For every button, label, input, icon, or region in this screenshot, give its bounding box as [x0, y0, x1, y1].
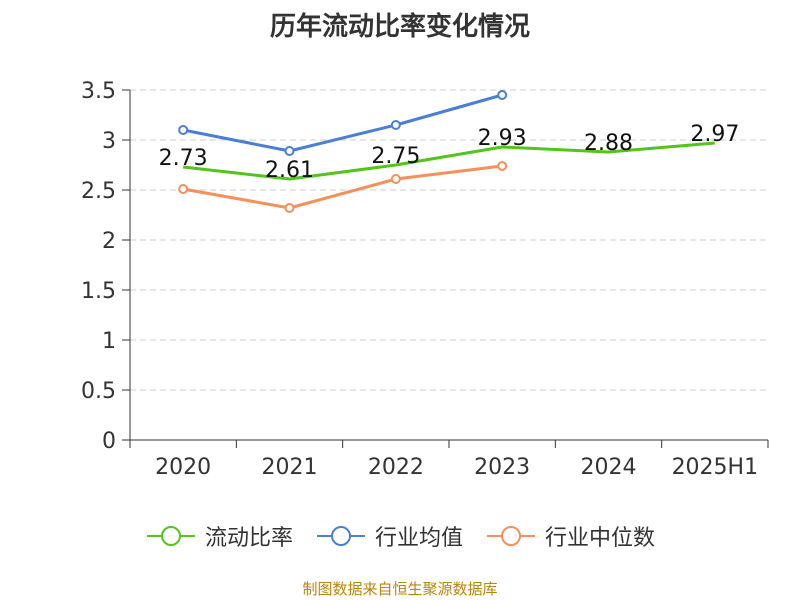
- data-label: 2.73: [159, 146, 208, 171]
- legend: 流动比率 行业均值 行业中位数: [0, 520, 800, 552]
- y-tick-label: 3.5: [81, 79, 116, 104]
- data-point: [284, 203, 295, 213]
- x-tick-label: 2024: [581, 455, 637, 480]
- legend-item-current-ratio[interactable]: 流动比率: [145, 520, 293, 552]
- y-tick-label: 2.5: [81, 179, 116, 204]
- data-point: [390, 174, 401, 184]
- data-point: [284, 146, 295, 156]
- legend-marker-industry-median: [487, 526, 535, 546]
- legend-marker-industry-mean: [316, 526, 365, 546]
- legend-label-current-ratio: 流动比率: [204, 526, 293, 551]
- data-point: [178, 125, 189, 135]
- series-line-1: [182, 93, 503, 153]
- x-tick-label: 2022: [368, 455, 424, 480]
- y-tick-label: 1.5: [81, 279, 116, 304]
- data-point: [390, 120, 401, 130]
- data-point: [497, 90, 508, 100]
- series-line-2: [182, 164, 503, 210]
- y-tick-label: 3: [102, 129, 116, 154]
- legend-label-industry-mean: 行业均值: [374, 526, 463, 551]
- y-tick-label: 2: [102, 229, 116, 254]
- x-tick-label: 2020: [155, 455, 211, 480]
- x-tick-label: 2021: [262, 455, 318, 480]
- data-label: 2.93: [478, 126, 527, 151]
- data-point: [497, 161, 508, 171]
- y-tick-label: 1: [102, 329, 116, 354]
- y-tick-label: 0.5: [81, 379, 116, 404]
- data-label: 2.61: [265, 158, 314, 183]
- legend-marker-current-ratio: [146, 526, 195, 546]
- legend-label-industry-median: 行业中位数: [545, 526, 656, 551]
- data-label: 2.97: [690, 122, 739, 147]
- legend-item-industry-median[interactable]: 行业中位数: [485, 520, 655, 552]
- x-tick-label: 2025H1: [672, 455, 759, 480]
- data-point: [178, 184, 189, 194]
- series-line-0: [182, 141, 715, 181]
- chart-title: 历年流动比率变化情况: [269, 12, 530, 42]
- legend-item-industry-mean[interactable]: 行业均值: [315, 520, 463, 552]
- data-label: 2.75: [371, 144, 420, 169]
- source-note: 制图数据来自恒生聚源数据库: [302, 580, 498, 598]
- y-tick-label: 0: [102, 429, 116, 454]
- data-label: 2.88: [584, 131, 633, 156]
- x-tick-label: 2023: [474, 455, 530, 480]
